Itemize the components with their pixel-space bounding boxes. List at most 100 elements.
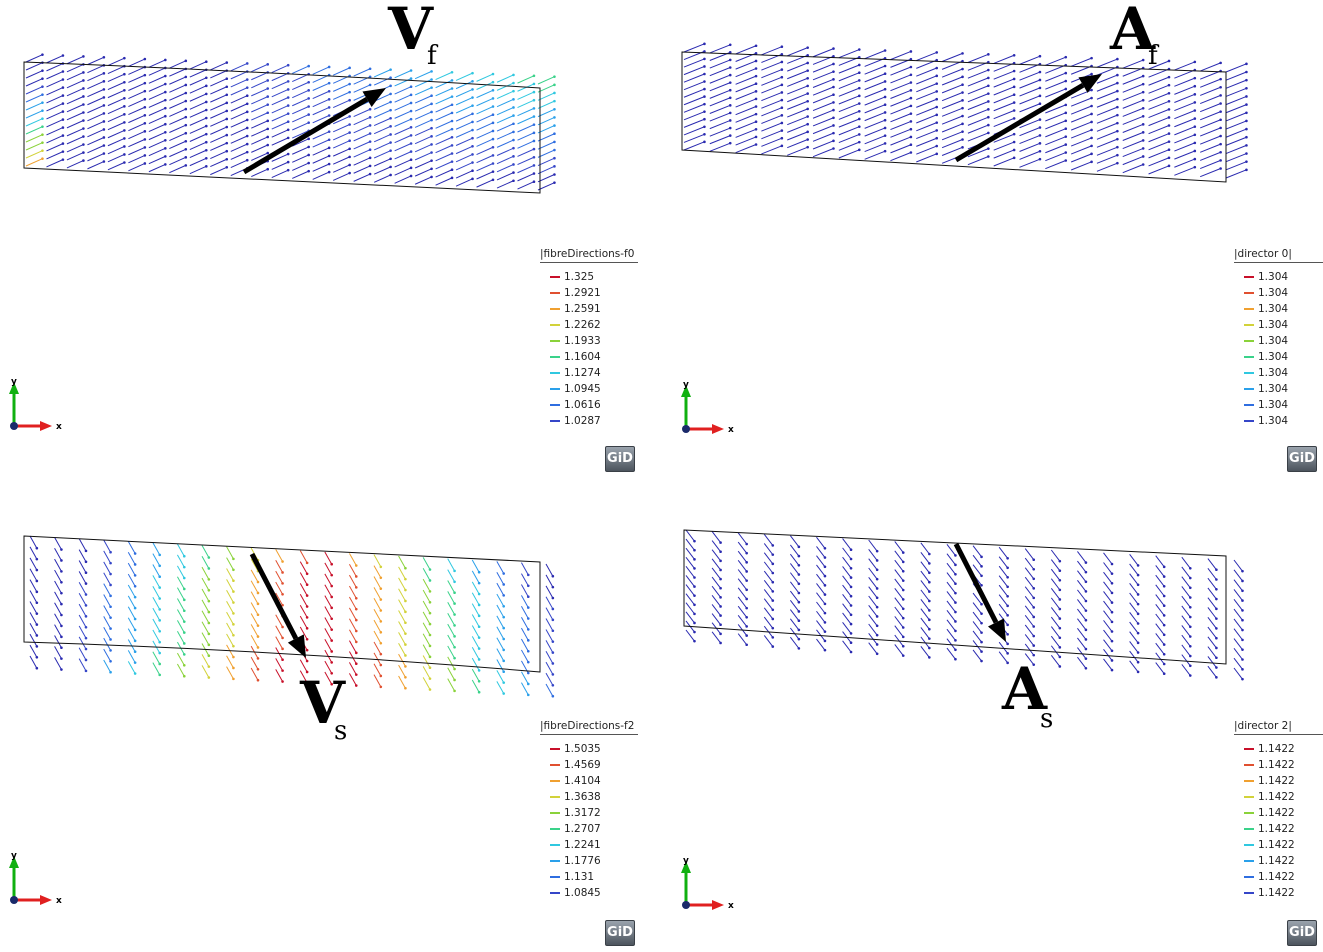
vector-line bbox=[353, 124, 371, 134]
vector-line bbox=[46, 63, 64, 72]
vector-tip bbox=[875, 596, 879, 600]
vector-line bbox=[1129, 621, 1139, 634]
vector-tip bbox=[980, 650, 983, 653]
vector-line bbox=[447, 602, 455, 615]
vector-line bbox=[292, 106, 309, 115]
legend-entry: 1.1422 bbox=[1234, 853, 1323, 869]
legend-entry: 1.2921 bbox=[540, 285, 638, 301]
vector-tip bbox=[109, 660, 112, 663]
vector-tip bbox=[512, 73, 515, 77]
vector-tip bbox=[987, 92, 990, 95]
vector-tip bbox=[1058, 569, 1062, 573]
vector-tip bbox=[286, 112, 290, 115]
color-legend: |fibreDirections-f2 1.5035 1.4569 1.4104 1.… bbox=[540, 720, 638, 901]
vector-tip bbox=[526, 671, 530, 675]
legend-entry: 1.5035 bbox=[540, 741, 638, 757]
vector-line bbox=[993, 102, 1015, 112]
vector-line bbox=[29, 612, 38, 625]
vector-tip bbox=[184, 147, 188, 151]
vector-tip bbox=[256, 613, 260, 617]
vector-tip bbox=[754, 97, 758, 101]
vector-line bbox=[353, 173, 371, 182]
vector-line bbox=[1207, 607, 1217, 619]
vector-line bbox=[230, 159, 248, 168]
vector-line bbox=[476, 89, 494, 99]
vector-tip bbox=[409, 142, 413, 145]
vector-line bbox=[1103, 571, 1113, 584]
vector-tip bbox=[832, 131, 835, 135]
vector-line bbox=[103, 616, 111, 629]
vector-tip bbox=[477, 680, 481, 683]
legend-rows: 1.325 1.2921 1.2591 1.2262 1.1933 1.1604 1.127… bbox=[540, 269, 638, 429]
vector-tip bbox=[553, 83, 556, 87]
vector-line bbox=[1045, 152, 1066, 162]
vector-tip bbox=[703, 72, 706, 76]
vector-line bbox=[476, 146, 494, 156]
vector-tip bbox=[954, 591, 957, 595]
vector-line bbox=[373, 598, 382, 611]
vector-tip bbox=[883, 111, 887, 114]
legend-swatch bbox=[1244, 356, 1254, 358]
vector-line bbox=[737, 614, 748, 627]
vector-line bbox=[107, 81, 125, 91]
vector-tip bbox=[553, 91, 556, 95]
vector-tip bbox=[719, 614, 722, 617]
vector-tip bbox=[857, 125, 861, 128]
arrow-head bbox=[362, 88, 386, 107]
vector-line bbox=[946, 647, 956, 660]
vector-tip bbox=[348, 155, 351, 159]
vector-line bbox=[230, 111, 248, 120]
vector-tip bbox=[1245, 168, 1248, 172]
vector-line bbox=[868, 539, 878, 552]
vector-tip bbox=[883, 80, 887, 83]
vector-line bbox=[890, 97, 912, 107]
vector-line bbox=[868, 642, 878, 655]
vector-line bbox=[864, 127, 886, 137]
vector-tip bbox=[1245, 144, 1248, 147]
vector-tip bbox=[1215, 568, 1218, 572]
vector-line bbox=[414, 168, 432, 177]
vector-tip bbox=[719, 559, 722, 563]
vector-line bbox=[709, 59, 731, 69]
vector-line bbox=[1181, 664, 1191, 676]
legend-value: 1.304 bbox=[1258, 303, 1289, 315]
vector-line bbox=[128, 106, 146, 116]
vector-line bbox=[967, 156, 989, 166]
vector-line bbox=[967, 101, 989, 111]
vector-line bbox=[1181, 556, 1191, 569]
vector-tip bbox=[806, 138, 809, 141]
vector-line bbox=[226, 568, 234, 581]
vector-line bbox=[455, 88, 473, 98]
vector-line bbox=[324, 606, 333, 620]
vector-line bbox=[226, 600, 234, 614]
vector-tip bbox=[728, 104, 732, 107]
vector-tip bbox=[754, 67, 758, 70]
vector-line bbox=[1200, 111, 1221, 121]
vector-tip bbox=[477, 592, 481, 596]
vector-tip bbox=[225, 125, 229, 129]
vector-line bbox=[422, 578, 431, 592]
vector-line bbox=[103, 550, 111, 564]
vector-tip bbox=[693, 621, 696, 625]
vector-tip bbox=[368, 140, 372, 143]
vector-tip bbox=[935, 152, 939, 156]
vector-line bbox=[66, 144, 84, 153]
vector-line bbox=[1148, 165, 1170, 175]
vector-tip bbox=[512, 122, 515, 126]
vector-tip bbox=[754, 59, 758, 63]
vector-tip bbox=[133, 661, 137, 664]
vector-line bbox=[312, 131, 330, 140]
vector-tip bbox=[1245, 103, 1248, 106]
vector-line bbox=[946, 581, 956, 594]
vector-tip bbox=[109, 638, 112, 641]
vector-tip bbox=[1006, 556, 1009, 560]
vector-line bbox=[250, 591, 259, 605]
vector-line bbox=[312, 106, 330, 116]
vector-tip bbox=[703, 50, 706, 53]
vector-tip bbox=[703, 125, 706, 129]
vector-tip bbox=[1038, 142, 1042, 145]
vector-line bbox=[890, 136, 912, 146]
vector-line bbox=[842, 594, 852, 606]
vector-tip bbox=[703, 102, 706, 106]
arrow-head bbox=[1078, 74, 1102, 93]
